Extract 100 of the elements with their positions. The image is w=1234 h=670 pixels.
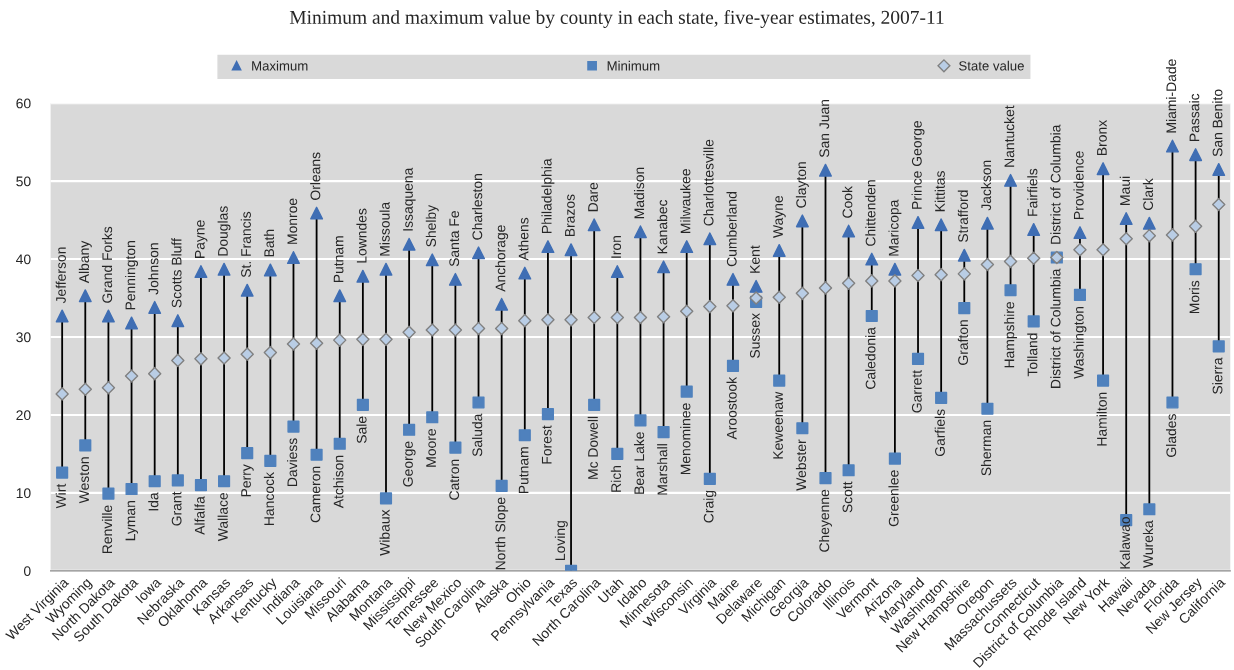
- annotation: Johnson: [148, 243, 159, 295]
- annotation: Garfiels: [934, 409, 945, 457]
- annotation: Grant: [171, 491, 182, 526]
- annotation: Forest: [541, 425, 552, 464]
- annotation: Kittitas: [934, 171, 945, 212]
- annotation: Putnam: [333, 236, 344, 283]
- legend-label: Maximum: [252, 60, 308, 71]
- annotation: Cheyenne: [819, 489, 832, 552]
- annotation: Webster: [795, 439, 807, 491]
- annotation: Sherman: [980, 420, 992, 476]
- annotation: Rich: [610, 465, 622, 492]
- annotation: Maricopa: [888, 199, 902, 256]
- chart-title: Minimum and maximum value by county in each state, five-year estimates, 2007-11: [289, 10, 944, 28]
- annotation: Monroe: [287, 198, 298, 244]
- annotation: George: [403, 441, 416, 487]
- annotation: North Slope: [495, 497, 509, 570]
- annotation: Catron: [449, 459, 460, 500]
- annotation: Jefferson: [55, 247, 66, 304]
- annotation: Weston: [79, 457, 90, 504]
- annotation: Caledonia: [865, 327, 876, 389]
- annotation: Nantucket: [1004, 105, 1015, 167]
- annotation: Tolland: [1027, 333, 1038, 377]
- annotation: Sussex: [750, 313, 760, 358]
- annotation: Athens: [518, 217, 529, 261]
- annotation: Atchison: [333, 455, 344, 509]
- annotation: Garrett: [911, 370, 922, 413]
- annotation: Wibaux: [379, 509, 390, 556]
- annotation: Santa Fe: [449, 211, 460, 267]
- annotation: Madison: [633, 167, 645, 219]
- annotation: Hampshire: [1004, 301, 1018, 368]
- annotation: Hancock: [263, 472, 275, 525]
- annotation: Dare: [588, 182, 598, 212]
- legend-label: Minimum: [607, 60, 660, 71]
- annotation: Albany: [78, 240, 92, 284]
- annotation: Cameron: [310, 466, 321, 523]
- annotation: Moore: [426, 429, 436, 467]
- annotation: Craig: [703, 490, 717, 523]
- annotation: Keweenaw: [773, 391, 783, 459]
- annotation: Iron: [611, 236, 622, 258]
- annotation: San Juan: [819, 99, 830, 158]
- y-tick-label: 60: [16, 98, 31, 109]
- annotation: Loving: [554, 521, 568, 560]
- annotation: Washington: [1073, 306, 1087, 379]
- annotation: Perry: [241, 464, 254, 497]
- annotation: San Benito: [1212, 89, 1223, 157]
- y-tick-label: 40: [16, 254, 31, 265]
- annotation: Charleston: [472, 174, 483, 240]
- annotation: Glades: [1166, 414, 1177, 457]
- annotation: Wureka: [1142, 520, 1154, 568]
- annotation: Payne: [194, 220, 208, 258]
- annotation: Brazos: [565, 194, 575, 237]
- annotation: Jackson: [980, 160, 992, 211]
- annotation: Clayton: [795, 162, 809, 208]
- annotation: Scotts Bluff: [171, 238, 182, 308]
- annotation: Charlottesville: [703, 139, 714, 226]
- annotation: Scott: [842, 481, 853, 513]
- annotation: Sierra: [1212, 357, 1223, 394]
- annotation: Daviess: [287, 438, 298, 487]
- annotation: Kent: [750, 245, 760, 273]
- annotation: Renville: [101, 505, 113, 554]
- annotation: Orleans: [310, 152, 321, 200]
- annotation: Wayne: [773, 195, 786, 238]
- y-tick-label: 20: [16, 410, 31, 421]
- annotation: Chittenden: [865, 180, 876, 246]
- annotation: Shelby: [425, 204, 439, 247]
- annotation: Pennington: [125, 241, 139, 310]
- y-tick-label: 30: [16, 332, 31, 343]
- annotation: Philadelphia: [541, 158, 555, 233]
- annotation: Grafton: [957, 320, 969, 365]
- annotation: District of Columbia: [1050, 268, 1061, 388]
- annotation: Menominee: [680, 403, 691, 475]
- annotation: Alfalfa: [194, 496, 205, 535]
- annotation: Saluda: [472, 413, 483, 457]
- annotation: Ida: [148, 492, 159, 511]
- annotation: Missoula: [379, 201, 390, 256]
- annotation: Cook: [842, 186, 853, 218]
- annotation: Moris: [1189, 280, 1200, 314]
- annotation: Strafford: [957, 190, 969, 243]
- annotation: Prince George: [911, 121, 925, 209]
- annotation: Lowndes: [356, 208, 367, 263]
- annotation: Lyman: [125, 501, 139, 541]
- annotation: Mc Dowell: [587, 416, 598, 479]
- annotation: District of Columbia: [1050, 124, 1061, 244]
- annotation: Anchorage: [495, 225, 509, 292]
- annotation: Fairfiels: [1027, 168, 1038, 216]
- annotation: Putnam: [518, 447, 529, 494]
- y-tick-label: 0: [23, 566, 31, 577]
- annotation: Kalawao: [1119, 517, 1130, 569]
- annotation: Maui: [1119, 176, 1130, 205]
- y-tick-label: 50: [16, 176, 31, 187]
- annotation: Bear Lake: [633, 432, 645, 494]
- annotation: Grand Forks: [101, 226, 113, 303]
- annotation: Bath: [263, 229, 275, 257]
- annotation: Providence: [1073, 151, 1084, 219]
- annotation: Marshall: [657, 444, 668, 495]
- annotation: Wallace: [217, 492, 228, 542]
- annotation: Greenlee: [888, 470, 899, 527]
- annotation: Miami-Dade: [1166, 59, 1177, 133]
- annotation: Milwaukee: [680, 169, 691, 233]
- annotation: Cumberland: [726, 192, 737, 267]
